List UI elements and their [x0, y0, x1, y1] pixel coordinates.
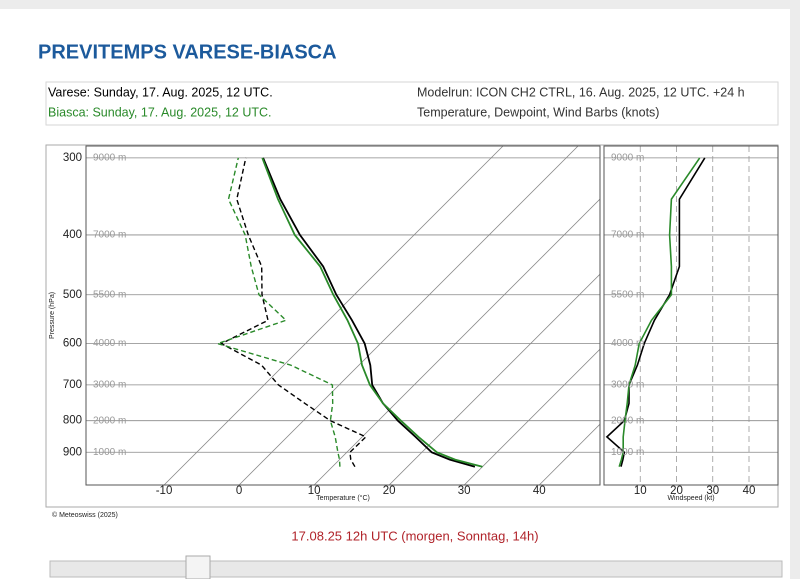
copyright: © Meteoswiss (2025): [52, 511, 118, 519]
y-tick-label: 300: [63, 152, 82, 164]
altitude-label: 3000 m: [93, 380, 126, 391]
description: Temperature, Dewpoint, Wind Barbs (knots…: [417, 105, 659, 119]
slider-handle[interactable]: [185, 555, 211, 579]
altitude-label: 2000 m: [611, 415, 644, 426]
modelrun: Modelrun: ICON CH2 CTRL, 16. Aug. 2025, …: [417, 85, 745, 99]
top-band: [0, 0, 800, 9]
altitude-label: 4000 m: [611, 338, 644, 349]
isotherm: [163, 146, 504, 485]
altitude-label: 7000 m: [611, 230, 644, 241]
right-band: [790, 0, 800, 579]
altitude-label: 1000 m: [611, 447, 644, 458]
series-label: Varese: Sunday, 17. Aug. 2025, 12 UTC.: [48, 85, 273, 99]
x-axis-label: Windspeed (kt): [667, 495, 714, 502]
altitude-label: 7000 m: [93, 230, 126, 241]
isotherm: [313, 198, 600, 485]
isotherm: [463, 348, 600, 485]
altitude-label: 5500 m: [93, 289, 126, 300]
windspeed-line: [605, 157, 706, 467]
temperature-line: [262, 157, 476, 468]
y-tick-label: 700: [63, 379, 82, 391]
y-tick-label: 800: [63, 415, 82, 427]
wind-border: [603, 145, 779, 486]
altitude-label: 3000 m: [611, 380, 644, 391]
header-box: [45, 81, 779, 126]
altitude-label: 9000 m: [93, 153, 126, 164]
x-tick-label: 40: [533, 485, 546, 497]
isotherm: [238, 146, 579, 485]
time-label: 17.08.25 12h UTC (morgen, Sonntag, 14h): [291, 528, 538, 543]
x-tick-label: 20: [670, 485, 683, 497]
page-title: PREVITEMPS VARESE-BIASCA: [38, 41, 337, 63]
temperature-line: [261, 157, 483, 468]
x-tick-label: 10: [634, 485, 647, 497]
y-axis-label: Pressure (hPa): [49, 292, 56, 339]
dewpoint-line: [219, 157, 368, 468]
wind-plot: [604, 146, 778, 485]
y-tick-label: 900: [63, 446, 82, 458]
x-tick-label: 10: [308, 485, 321, 497]
x-axis-label: Temperature (°C): [316, 494, 370, 502]
time-slider[interactable]: [49, 560, 783, 578]
series-label: Biasca: Sunday, 17. Aug. 2025, 12 UTC.: [48, 105, 272, 119]
altitude-label: 1000 m: [93, 447, 126, 458]
x-tick-label: 0: [236, 485, 242, 497]
altitude-label: 9000 m: [611, 153, 644, 164]
dewpoint-line: [215, 157, 341, 467]
main-plot: [86, 146, 600, 485]
x-tick-label: 20: [383, 485, 396, 497]
x-tick-label: 40: [743, 485, 756, 497]
windspeed-line: [618, 157, 701, 467]
isotherm: [388, 273, 600, 485]
altitude-label: 5500 m: [611, 289, 644, 300]
altitude-label: 2000 m: [93, 415, 126, 426]
isotherm: [538, 423, 600, 485]
y-tick-label: 500: [63, 289, 82, 301]
altitude-label: 4000 m: [93, 338, 126, 349]
y-tick-label: 400: [63, 229, 82, 241]
x-tick-label: 30: [458, 485, 471, 497]
x-tick-label: -10: [156, 485, 173, 497]
plot-border: [85, 145, 601, 486]
chart-frame: [45, 144, 779, 508]
y-tick-label: 600: [63, 338, 82, 350]
x-tick-label: 30: [706, 485, 719, 497]
